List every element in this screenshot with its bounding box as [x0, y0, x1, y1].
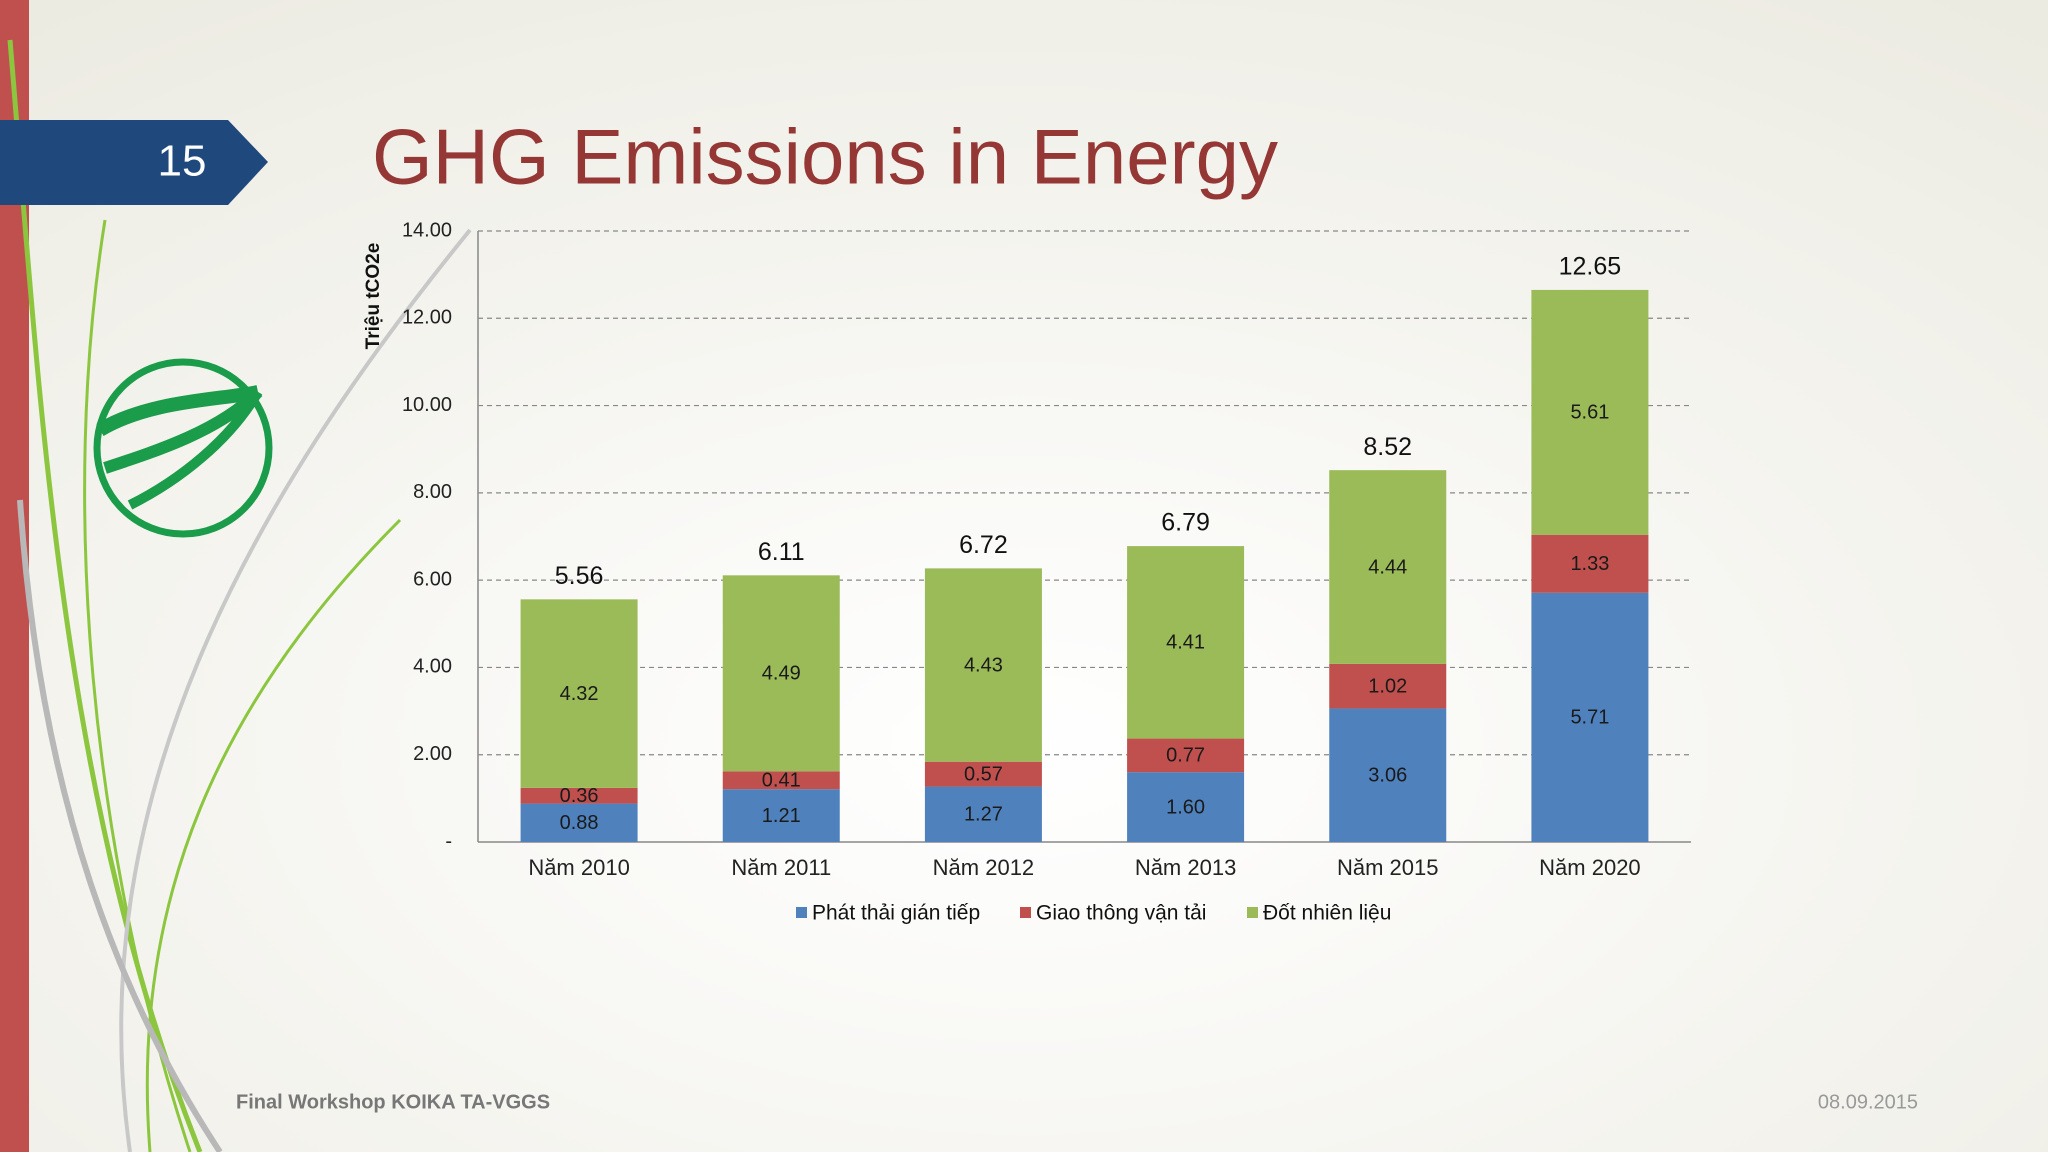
data-label: 0.57 — [964, 763, 1003, 785]
legend-swatch — [796, 907, 807, 918]
y-tick-label: - — [445, 830, 452, 852]
bar-segment — [1329, 663, 1447, 709]
y-tick-label: 10.00 — [402, 394, 452, 416]
legend-label: Phát thải gián tiếp — [812, 902, 980, 925]
x-tick-label: Năm 2020 — [1539, 855, 1641, 880]
x-tick-label: Năm 2013 — [1135, 855, 1237, 880]
bar-segment — [1329, 708, 1447, 842]
legend-label: Đốt nhiên liệu — [1263, 902, 1391, 925]
data-label: 1.27 — [964, 804, 1003, 826]
bar-segment — [520, 803, 638, 842]
data-label: 0.36 — [560, 785, 599, 807]
x-tick-label: Năm 2011 — [731, 855, 831, 880]
y-tick-label: 8.00 — [413, 481, 452, 503]
total-label: 5.56 — [555, 562, 604, 590]
legend-swatch — [1020, 907, 1031, 918]
bar-segment — [1531, 289, 1649, 535]
legend-label: Giao thông vận tải — [1036, 902, 1206, 925]
x-tick-label: Năm 2015 — [1337, 855, 1439, 880]
total-label: 6.72 — [959, 531, 1008, 559]
footer-right: 08.09.2015 — [1818, 1091, 1918, 1113]
total-label: 8.52 — [1363, 433, 1412, 461]
x-tick-label: Năm 2010 — [528, 855, 630, 880]
data-label: 4.32 — [560, 683, 599, 705]
y-tick-label: 2.00 — [413, 743, 452, 765]
bar-segment — [1531, 534, 1649, 593]
data-label: 0.88 — [560, 812, 599, 834]
bar-segment — [924, 568, 1042, 762]
bar-segment — [520, 787, 638, 804]
data-label: 3.06 — [1368, 765, 1407, 787]
y-tick-label: 6.00 — [413, 568, 452, 590]
bar-segment — [1127, 546, 1245, 739]
data-label: 5.61 — [1570, 402, 1609, 424]
data-label: 5.71 — [1570, 707, 1609, 729]
bar-segment — [924, 761, 1042, 787]
data-label: 4.44 — [1368, 556, 1407, 578]
slide-number: 15 — [158, 137, 207, 186]
bar-segment — [1531, 592, 1649, 842]
data-label: 4.49 — [762, 663, 801, 685]
total-label: 6.11 — [758, 538, 805, 566]
total-label: 6.79 — [1161, 509, 1210, 537]
total-label: 12.65 — [1559, 253, 1622, 281]
bar-segment — [1329, 470, 1447, 664]
bar-segment — [1127, 772, 1245, 842]
bar-segment — [722, 575, 840, 772]
data-label: 1.02 — [1368, 675, 1407, 697]
bar-segment — [520, 599, 638, 788]
bar-segment — [722, 771, 840, 790]
legend-swatch — [1247, 907, 1258, 918]
bar-segment — [1127, 738, 1245, 773]
y-tick-label: 14.00 — [402, 219, 452, 241]
data-label: 1.21 — [762, 805, 801, 827]
footer-left: Final Workshop KOIKA TA-VGGS — [236, 1091, 550, 1113]
data-label: 0.77 — [1166, 745, 1205, 767]
y-tick-label: 4.00 — [413, 656, 452, 678]
x-tick-label: Năm 2012 — [933, 855, 1035, 880]
bar-segment — [924, 786, 1042, 842]
logo — [93, 358, 273, 538]
chart-title: GHG Emissions in Energy — [372, 113, 1278, 201]
y-axis-label: Triệu tCO2e — [363, 243, 384, 350]
data-label: 4.41 — [1166, 632, 1205, 654]
data-label: 1.60 — [1166, 796, 1205, 818]
data-label: 4.43 — [964, 654, 1003, 676]
y-tick-label: 12.00 — [402, 307, 452, 329]
data-label: 1.33 — [1570, 553, 1609, 575]
data-label: 0.41 — [762, 770, 801, 792]
bar-segment — [722, 789, 840, 842]
slide-number-box — [0, 120, 268, 205]
